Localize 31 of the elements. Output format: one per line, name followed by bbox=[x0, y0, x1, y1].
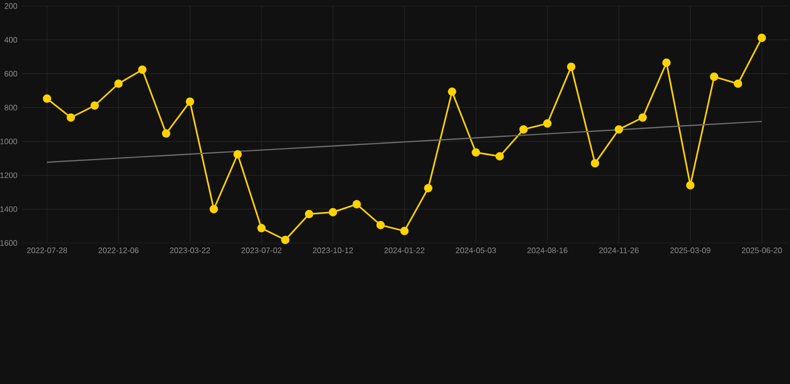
point bbox=[114, 80, 123, 88]
point bbox=[90, 101, 99, 110]
point bbox=[328, 208, 338, 216]
point bbox=[686, 181, 695, 190]
point bbox=[400, 226, 409, 236]
point bbox=[42, 94, 52, 103]
point bbox=[257, 224, 266, 232]
point bbox=[543, 119, 552, 128]
point bbox=[590, 159, 600, 168]
point bbox=[662, 58, 671, 67]
point bbox=[758, 34, 766, 42]
point bbox=[210, 204, 218, 214]
point bbox=[186, 97, 194, 106]
point bbox=[376, 220, 385, 230]
point bbox=[138, 65, 147, 74]
point bbox=[638, 113, 647, 122]
point bbox=[352, 200, 361, 208]
point bbox=[448, 87, 456, 96]
point bbox=[472, 148, 480, 157]
point bbox=[734, 80, 742, 88]
point bbox=[66, 113, 76, 122]
point bbox=[519, 125, 528, 134]
point bbox=[496, 152, 504, 161]
point bbox=[424, 184, 432, 192]
point bbox=[304, 210, 314, 218]
point bbox=[566, 62, 576, 71]
point bbox=[281, 236, 290, 244]
point bbox=[614, 125, 624, 134]
point bbox=[162, 129, 170, 138]
point bbox=[233, 150, 242, 158]
point bbox=[710, 72, 718, 81]
